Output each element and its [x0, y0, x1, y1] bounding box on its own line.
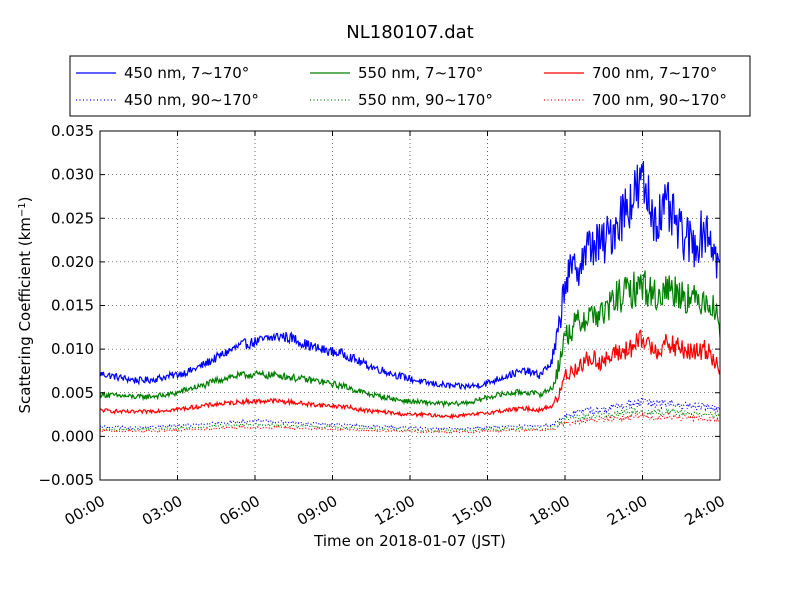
y-tick-label: 0.010	[51, 340, 94, 358]
y-tick-label: −0.005	[38, 471, 94, 489]
y-tick-label: 0.005	[51, 384, 94, 402]
legend-label: 450 nm, 90∼170°	[124, 91, 259, 109]
chart-title: NL180107.dat	[346, 22, 473, 43]
x-tick-label: 00:00	[62, 492, 108, 529]
series-line-1	[99, 270, 721, 409]
legend-label: 700 nm, 7∼170°	[592, 64, 717, 82]
legend-label: 450 nm, 7∼170°	[124, 64, 249, 82]
y-tick-label: 0.035	[51, 122, 94, 140]
x-tick-label: 18:00	[527, 492, 573, 529]
legend-box	[69, 55, 751, 117]
legend-entries: 450 nm, 7∼170° 550 nm, 7∼170° 700 nm, 7∼17…	[76, 64, 727, 109]
y-axis-label-end: )	[16, 196, 34, 202]
x-tick-label: 03:00	[139, 492, 185, 529]
series-line-0	[99, 160, 721, 391]
x-tick-label: 21:00	[604, 492, 650, 529]
legend-label: 550 nm, 90∼170°	[358, 91, 493, 109]
x-tick-label: 12:00	[372, 492, 418, 529]
legend-label: 700 nm, 90∼170°	[592, 91, 727, 109]
series-line-2	[100, 329, 721, 420]
x-tick-label: 24:00	[682, 492, 728, 529]
y-tick-label: 0.020	[51, 253, 94, 271]
x-axis: 00:00 03:00 06:00 09:00 12:00 15:00 18:00 21:00…	[62, 131, 728, 529]
y-axis-label-main: Scattering Coefficient (km	[16, 217, 34, 413]
x-axis-label: Time on 2018-01-07 (JST)	[313, 532, 506, 550]
y-tick-label: 0.030	[51, 166, 94, 184]
legend-label: 550 nm, 7∼170°	[358, 64, 483, 82]
x-tick-label: 15:00	[449, 492, 495, 529]
y-tick-label: 0.025	[51, 209, 94, 227]
y-axis-label: Scattering Coefficient (km−1)	[16, 196, 34, 413]
legend: 450 nm, 7∼170° 550 nm, 7∼170° 700 nm, 7∼17…	[69, 55, 751, 117]
y-axis-label-sup: −1	[17, 202, 28, 217]
x-tick-label: 06:00	[217, 492, 263, 529]
series-line-4	[99, 405, 721, 433]
series-group	[99, 160, 721, 434]
y-axis: −0.005 0.000 0.005 0.010 0.015 0.020 0.025 0.03…	[38, 122, 720, 489]
y-tick-label: 0.000	[51, 427, 94, 445]
y-tick-label: 0.015	[51, 297, 94, 315]
x-tick-label: 09:00	[294, 492, 340, 529]
